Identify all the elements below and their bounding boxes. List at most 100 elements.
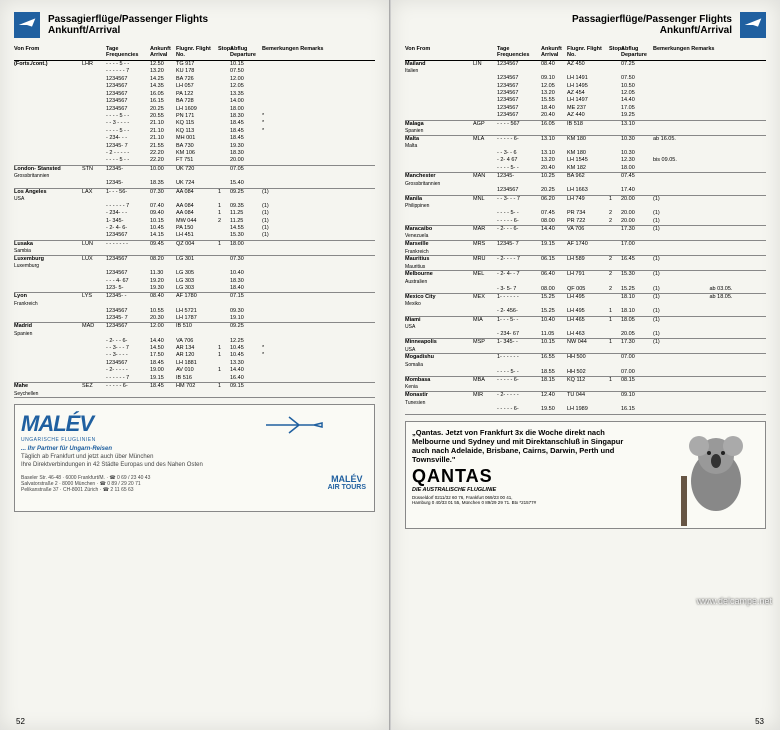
flight-row: 123456720.25LH 166317.40 — [405, 187, 766, 194]
flight-row: ManilaPhilippinenMNL- - 3- - - 706.20LH … — [405, 196, 766, 210]
flight-row: 123456709.10LH 149107.50 — [405, 75, 766, 82]
city-group: MombasaKeniaMBA- - - - - 6-18.15KQ 11210… — [405, 377, 766, 392]
watermark: www.delcampe.net — [696, 596, 772, 606]
flight-row: MelbourneAustralienMEL- 2- 4- - 706.40LH… — [405, 271, 766, 285]
flight-row: 1- 345-10.15MW 044211.25(1) — [14, 218, 375, 225]
flight-row: MombasaKeniaMBA- - - - - 6-18.15KQ 11210… — [405, 377, 766, 391]
flight-row: 123456714.15LH 45115.30(1) — [14, 232, 375, 239]
flight-row: - - - - - - 719.15IB 51616.40 — [14, 375, 375, 382]
flight-row: - 2 - - - - -22.20KM 10618.30 — [14, 150, 375, 157]
flight-row: MinneapolisUSAMSP1- 345- -10.15NW 044117… — [405, 339, 766, 353]
city-group: ManchesterGrossbritannienMAN12345-10.25B… — [405, 173, 766, 196]
city-group: MauritiusMauritiusMRU- 2- - - - 706.15LH… — [405, 256, 766, 271]
flight-row: 12345- 720.30LH 178719.10 — [14, 315, 375, 322]
city-group: MonastirTunesienMIR- 2- - - - -12.40TU 0… — [405, 392, 766, 415]
malev-ad: MALÉV UNGARISCHE FLUGLINIEN ... Ihr Part… — [14, 404, 375, 512]
flight-row: - 2- - - - -19.00AV 010114.40 — [14, 367, 375, 374]
flight-row: MarseilleFrankreichMRS12345- 719.15AF 17… — [405, 241, 766, 255]
flight-row: 123456716.15BA 72814.00 — [14, 98, 375, 105]
city-group: MaltaMaltaMLA- - - - - 6-13.10KM 18010.3… — [405, 136, 766, 173]
flight-row: MadridSpanienMAD123456712.00IB 51009.25 — [14, 323, 375, 337]
flight-row: 123- 5-19.30LG 30318.40 — [14, 285, 375, 292]
flight-row: MaltaMaltaMLA- - - - - 6-13.10KM 18010.3… — [405, 136, 766, 150]
flight-row: - - - - 5- -18.55HH 50207.00 — [405, 369, 766, 376]
flight-row: - 2- 456-15.25LH 495118.10(1) — [405, 308, 766, 315]
malev-logo: MALÉV — [21, 411, 93, 437]
flight-row: - - - - - - 713.20KU 17807.50 — [14, 68, 375, 75]
city-group: Los AngelesUSALAX1- - - 56-07.30AA 08410… — [14, 189, 375, 241]
flight-row: 123456712.05LH 149510.50 — [405, 83, 766, 90]
city-group: MalagaSpanienAGP- - - - 56716.05IB 51813… — [405, 121, 766, 136]
flight-row: MaheSeychellenSEZ- - - - - 6-18.45HM 702… — [14, 383, 375, 397]
flight-row: MalagaSpanienAGP- - - - 56716.05IB 51813… — [405, 121, 766, 135]
city-group: MaheSeychellenSEZ- - - - - 6-18.45HM 702… — [14, 383, 375, 398]
flight-row: 123456714.25BA 72612.00 — [14, 76, 375, 83]
qantas-ad: „Qantas. Jetzt von Frankfurt 3x die Woch… — [405, 421, 766, 529]
timetable-right: MailandItalienLIN123456708.40AZ 45007.25… — [405, 61, 766, 415]
timetable-left: (Forts./cont.)LHR- - - - 5 - -12.50TG 91… — [14, 61, 375, 398]
page-header-right: Passagierflüge/Passenger Flights Ankunft… — [405, 12, 766, 38]
flight-row: MauritiusMauritiusMRU- 2- - - - 706.15LH… — [405, 256, 766, 270]
column-headers: Von From Tage Frequencies Ankunft Arriva… — [405, 44, 766, 61]
city-group: ManilaPhilippinenMNL- - 3- - - 706.20LH … — [405, 196, 766, 226]
flight-row: 123456716.05PA 12213.35 — [14, 91, 375, 98]
flight-row: - - - - - 6-08.00PR 722220.00(1) — [405, 218, 766, 225]
flight-row: 12345-18.35UK 72415.40 — [14, 180, 375, 187]
flight-row: 123456715.55LH 149714.40 — [405, 97, 766, 104]
flight-row: - - - - - 6-19.50LH 198916.15 — [405, 406, 766, 413]
koala-image — [671, 426, 761, 524]
flight-row: 123456720.40AZ 44019.25 — [405, 112, 766, 119]
flight-row: 123456713.20AZ 45412.05 — [405, 90, 766, 97]
flight-row: 123456718.45LH 188113.30 — [14, 360, 375, 367]
flight-row: MonastirTunesienMIR- 2- - - - -12.40TU 0… — [405, 392, 766, 406]
flight-row: - - - - 5 - -22.20FT 75120.00 — [14, 157, 375, 164]
flight-row: - - 3- - - 714.50AR 134110.45* — [14, 345, 375, 352]
flight-row: - 2- - - 6-14.40VA 70612.25 — [14, 338, 375, 345]
flight-row: London- StanstedGrossbritannienSTN12345-… — [14, 166, 375, 180]
city-group: (Forts./cont.)LHR- - - - 5 - -12.50TG 91… — [14, 61, 375, 166]
malev-airtours-logo: MALÉV AIR TOURS — [328, 475, 366, 491]
flight-row: - - - - 5 - -21.10KQ 11318.45* — [14, 128, 375, 135]
flight-row: - - - - 5- -20.40KM 18218.00 — [405, 165, 766, 172]
city-group: LusakaSambiaLUN- - - - - - -09.45QZ 0041… — [14, 241, 375, 256]
city-group: MinneapolisUSAMSP1- 345- -10.15NW 044117… — [405, 339, 766, 354]
flight-row: ManchesterGrossbritannienMAN12345-10.25B… — [405, 173, 766, 187]
flight-row: - - 3- - - -17.50AR 120110.45* — [14, 352, 375, 359]
page-number: 53 — [755, 717, 764, 726]
city-group: MadridSpanienMAD123456712.00IB 51009.25-… — [14, 323, 375, 383]
flight-row: - - 3- - 613.10KM 18010.30 — [405, 150, 766, 157]
flight-row: - 234- - -21.10MH 00118.45 — [14, 135, 375, 142]
column-headers: Von From Tage Frequencies Ankunft Arriva… — [14, 44, 375, 61]
city-group: MelbourneAustralienMEL- 2- 4- - 706.40LH… — [405, 271, 766, 294]
flight-row: - 234- - -09.40AA 084111.25(1) — [14, 210, 375, 217]
city-group: London- StanstedGrossbritannienSTN12345-… — [14, 166, 375, 189]
flight-row: LusakaSambiaLUN- - - - - - -09.45QZ 0041… — [14, 241, 375, 255]
flight-row: 123456710.55LH 572109.30 — [14, 308, 375, 315]
flight-row: MaracaiboVenezuelaMAR- 2- - - 6-14.40VA … — [405, 226, 766, 240]
arrival-plane-icon — [14, 12, 40, 38]
flight-row: MogadishuSomalia1- - - - - -16.55HH 5000… — [405, 354, 766, 368]
city-group: LuxemburgLuxemburgLUX123456708.20LG 3010… — [14, 256, 375, 293]
flight-row: Los AngelesUSALAX1- - - 56-07.30AA 08410… — [14, 189, 375, 203]
arrival-plane-icon — [740, 12, 766, 38]
flight-row: 123456711.30LG 30510.40 — [14, 270, 375, 277]
flight-row: Mexico CityMexikoMEX1- - - - - -15.25LH … — [405, 294, 766, 308]
city-group: Mexico CityMexikoMEX1- - - - - -15.25LH … — [405, 294, 766, 317]
flight-row: - 234- 6711.05LH 46320.05(1) — [405, 331, 766, 338]
city-group: MailandItalienLIN123456708.40AZ 45007.25… — [405, 61, 766, 121]
flight-row: 12345- 721.55BA 73019.30 — [14, 143, 375, 150]
city-group: LyonFrankreichLYS12345- -08.40AF 178007.… — [14, 293, 375, 323]
flight-row: LuxemburgLuxemburgLUX123456708.20LG 3010… — [14, 256, 375, 270]
header-title-2: Ankunft/Arrival — [48, 25, 208, 36]
city-group: MaracaiboVenezuelaMAR- 2- - - 6-14.40VA … — [405, 226, 766, 241]
flight-row: - 2- 4 6713.20LH 154512.30bis 09.05. — [405, 157, 766, 164]
city-group: MiamiUSAMIA1- - - 5- -10.40LH 465118.05(… — [405, 317, 766, 340]
city-group: MogadishuSomalia1- - - - - -16.55HH 5000… — [405, 354, 766, 377]
flight-row: - - - - - - 707.40AA 084109.35(1) — [14, 203, 375, 210]
flight-row: (Forts./cont.)LHR- - - - 5 - -12.50TG 91… — [14, 61, 375, 68]
header-title-1: Passagierflüge/Passenger Flights — [48, 14, 208, 25]
flight-row: MiamiUSAMIA1- - - 5- -10.40LH 465118.05(… — [405, 317, 766, 331]
page-header-left: Passagierflüge/Passenger Flights Ankunft… — [14, 12, 375, 38]
flight-row: - - - - 5- -07.45PR 734220.00(1) — [405, 210, 766, 217]
page-number: 52 — [16, 717, 25, 726]
